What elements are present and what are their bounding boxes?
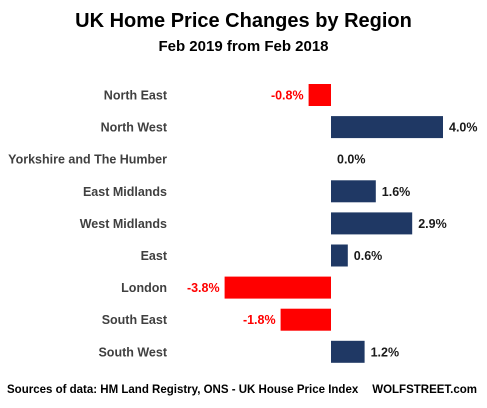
chart-subtitle: Feb 2019 from Feb 2018 xyxy=(158,38,329,55)
bars xyxy=(224,84,443,363)
brand-label: WOLFSTREET.com xyxy=(372,384,477,396)
value-label-east: 0.6% xyxy=(354,249,383,263)
source-note: Sources of data: HM Land Registry, ONS -… xyxy=(7,384,359,396)
value-label-north-west: 4.0% xyxy=(449,121,478,135)
bar-south-west xyxy=(331,340,365,363)
bar-east-midlands xyxy=(331,180,376,203)
bar-north-east xyxy=(308,84,331,106)
bar-london xyxy=(224,276,331,299)
value-label-east-midlands: 1.6% xyxy=(382,185,411,199)
category-labels: North East North West Yorkshire and The Hu… xyxy=(8,89,168,360)
chart-title: UK Home Price Changes by Region xyxy=(75,10,412,32)
category-label-east: East xyxy=(141,249,168,263)
bar-south-east xyxy=(280,308,331,331)
value-label-south-west: 1.2% xyxy=(371,345,400,359)
bar-west-midlands xyxy=(331,212,413,235)
category-label-east-midlands: East Midlands xyxy=(83,185,167,199)
value-label-london: -3.8% xyxy=(187,281,220,295)
category-label-south-west: South West xyxy=(98,345,167,359)
value-label-north-east: -0.8% xyxy=(271,89,304,103)
value-label-west-midlands: 2.9% xyxy=(418,217,447,231)
category-label-yorkshire-and-the-humber: Yorkshire and The Humber xyxy=(8,153,167,167)
value-label-yorkshire-and-the-humber: 0.0% xyxy=(337,153,366,167)
category-label-north-west: North West xyxy=(101,121,168,135)
value-labels: -0.8% 4.0% 0.0% 1.6% 2.9% 0.6% -3.8% -1.8% 1.2% xyxy=(187,89,478,360)
bar-east xyxy=(331,244,348,267)
category-label-north-east: North East xyxy=(104,89,168,103)
category-label-london: London xyxy=(121,281,167,295)
category-label-south-east: South East xyxy=(102,313,168,327)
value-label-south-east: -1.8% xyxy=(243,313,276,327)
category-label-west-midlands: West Midlands xyxy=(80,217,167,231)
bar-north-west xyxy=(331,116,443,139)
